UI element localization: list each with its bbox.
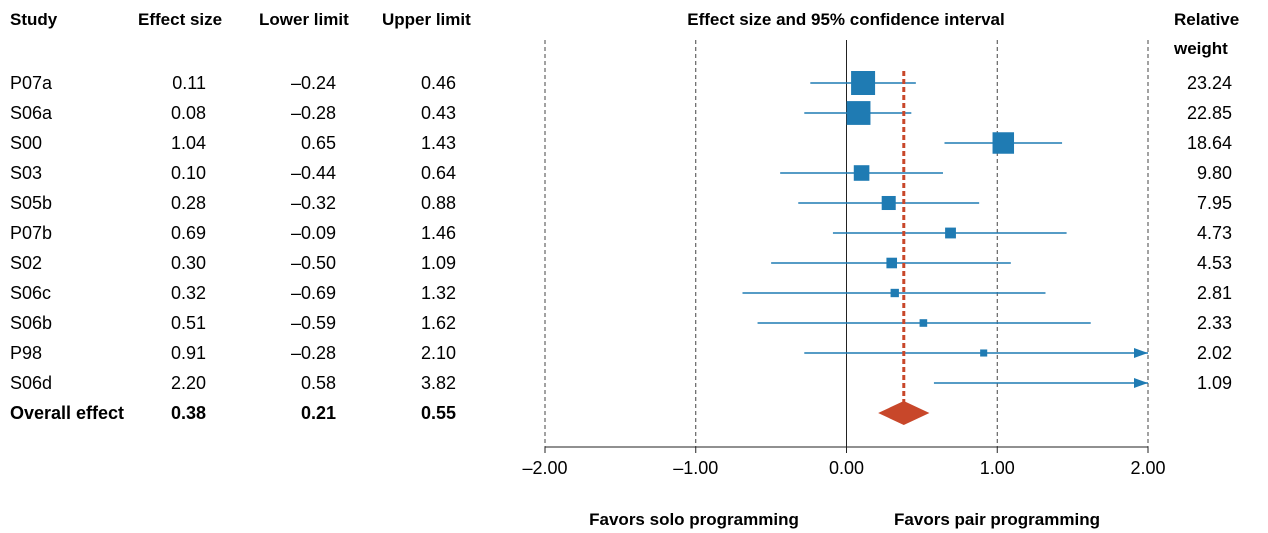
upper-limit-value: 0.64: [421, 163, 456, 183]
header-study: Study: [10, 10, 58, 29]
effect-size-value: 0.32: [171, 283, 206, 303]
lower-limit-value: –0.24: [291, 73, 336, 93]
lower-limit-value: 0.58: [301, 373, 336, 393]
header-relative-weight-line2: weight: [1173, 39, 1228, 58]
study-name: S06b: [10, 313, 52, 333]
effect-size-value: 0.69: [171, 223, 206, 243]
upper-limit-value: 3.82: [421, 373, 456, 393]
lower-limit-value: –0.69: [291, 283, 336, 303]
effect-size-value: 0.11: [172, 73, 206, 93]
x-tick-label: 2.00: [1130, 458, 1165, 478]
lower-limit-value: –0.50: [291, 253, 336, 273]
upper-limit-value: 1.46: [421, 223, 456, 243]
chart-title: Effect size and 95% confidence interval: [687, 10, 1004, 29]
header-lower-limit: Lower limit: [259, 10, 349, 29]
study-name: S06c: [10, 283, 51, 303]
overall-effect-size: 0.38: [171, 403, 206, 423]
upper-limit-value: 1.09: [421, 253, 456, 273]
xlabel-right: Favors pair programming: [894, 510, 1100, 529]
overall-diamond: [878, 401, 930, 425]
plot-area: –2.00 –1.00 0.00 1.00 2.00: [522, 40, 1166, 478]
study-name: S03: [10, 163, 42, 183]
upper-limit-value: 2.10: [421, 343, 456, 363]
effect-square: [890, 288, 899, 298]
study-name: S05b: [10, 193, 52, 213]
header-effect-size: Effect size: [138, 10, 222, 29]
effect-size-value: 0.30: [171, 253, 206, 273]
study-name: S06a: [10, 103, 53, 123]
effect-size-value: 1.04: [171, 133, 206, 153]
upper-limit-value: 1.62: [421, 313, 456, 333]
effect-square: [846, 101, 871, 125]
effect-size-value: 0.10: [171, 163, 206, 183]
relative-weight-value: 1.09: [1197, 373, 1232, 393]
lower-limit-value: –0.32: [291, 193, 336, 213]
effect-square: [886, 257, 898, 269]
effect-size-value: 0.08: [171, 103, 206, 123]
lower-limit-value: –0.28: [291, 103, 336, 123]
effect-size-value: 0.28: [171, 193, 206, 213]
overall-label: Overall effect: [10, 403, 124, 423]
lower-limit-value: –0.28: [291, 343, 336, 363]
study-name: P07b: [10, 223, 52, 243]
overall-lower-limit: 0.21: [301, 403, 336, 423]
upper-limit-value: 0.46: [421, 73, 456, 93]
upper-limit-value: 1.32: [421, 283, 456, 303]
effect-size-value: 0.51: [171, 313, 206, 333]
effect-square: [919, 319, 928, 327]
lower-limit-value: –0.59: [291, 313, 336, 333]
relative-weight-value: 18.64: [1187, 133, 1232, 153]
study-name: P98: [10, 343, 42, 363]
effect-square: [945, 227, 956, 239]
x-tick-label: 0.00: [829, 458, 864, 478]
study-name: S06d: [10, 373, 52, 393]
effect-square: [881, 195, 896, 211]
header-upper-limit: Upper limit: [382, 10, 471, 29]
x-tick-label: –1.00: [673, 458, 718, 478]
upper-limit-value: 0.43: [421, 103, 456, 123]
relative-weight-value: 22.85: [1187, 103, 1232, 123]
xlabel-left: Favors solo programming: [589, 510, 799, 529]
overall-upper-limit: 0.55: [421, 403, 456, 423]
relative-weight-value: 4.73: [1197, 223, 1232, 243]
lower-limit-value: 0.65: [301, 133, 336, 153]
relative-weight-value: 9.80: [1197, 163, 1232, 183]
relative-weight-value: 7.95: [1197, 193, 1232, 213]
upper-limit-value: 0.88: [421, 193, 456, 213]
lower-limit-value: –0.44: [291, 163, 336, 183]
study-name: S02: [10, 253, 42, 273]
study-name: P07a: [10, 73, 53, 93]
effect-square: [851, 71, 876, 95]
header-relative-weight-line1: Relative: [1174, 10, 1239, 29]
relative-weight-value: 4.53: [1197, 253, 1232, 273]
x-tick-label: –2.00: [522, 458, 567, 478]
upper-limit-value: 1.43: [421, 133, 456, 153]
effect-square: [853, 165, 870, 181]
effect-square: [992, 132, 1015, 154]
effect-size-value: 2.20: [171, 373, 206, 393]
x-tick-label: 1.00: [980, 458, 1015, 478]
table-body: P07a 0.11 –0.24 0.46 23.24 S06a 0.08 –0.28 0.43 2…: [10, 73, 1232, 423]
effect-size-value: 0.91: [171, 343, 206, 363]
effect-square: [980, 349, 988, 357]
relative-weight-value: 2.02: [1197, 343, 1232, 363]
relative-weight-value: 2.81: [1197, 283, 1232, 303]
study-name: S00: [10, 133, 42, 153]
relative-weight-value: 23.24: [1187, 73, 1232, 93]
relative-weight-value: 2.33: [1197, 313, 1232, 333]
lower-limit-value: –0.09: [291, 223, 336, 243]
